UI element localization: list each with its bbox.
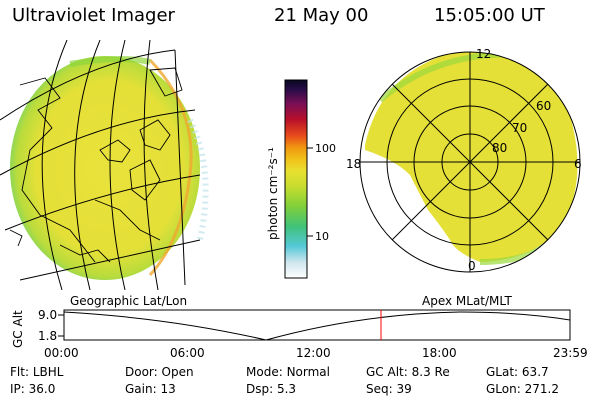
instrument-title: Ultraviolet Imager [12, 5, 175, 26]
timeline-x-0: 00:00 [44, 346, 79, 360]
lat-label-60: 60 [536, 99, 551, 113]
info-flt: Flt: LBHL [10, 365, 64, 379]
colorbar-scale [284, 79, 308, 279]
apex-panel-label: Apex MLat/MLT [422, 294, 512, 308]
geo-panel-label: Geographic Lat/Lon [70, 294, 187, 308]
timeline-x-1: 06:00 [170, 346, 205, 360]
colorbar: 100 10 photon cm⁻²s⁻¹ [266, 79, 336, 279]
timeline-x-4: 23:59 [553, 346, 588, 360]
info-dsp: Dsp: 5.3 [246, 382, 297, 396]
info-seq: Seq: 39 [366, 382, 412, 396]
geo-grid [0, 40, 201, 290]
timeline-x-3: 18:00 [422, 346, 457, 360]
polar-grid [360, 52, 580, 272]
green-band [69, 55, 151, 67]
scatter-edge [187, 118, 209, 241]
auroral-oval-edge [148, 58, 193, 277]
info-glon: GLon: 271.2 [486, 382, 559, 396]
mlt-label-6: 6 [574, 157, 582, 171]
geographic-view [0, 40, 209, 290]
info-gc-alt: GC Alt: 8.3 Re [366, 365, 450, 379]
colorbar-unit: photon cm⁻²s⁻¹ [266, 147, 280, 240]
observation-time: 15:05:00 UT [434, 5, 545, 26]
info-door: Door: Open [125, 365, 194, 379]
lat-label-70: 70 [512, 121, 527, 135]
timeline-y-low: 1.8 [38, 329, 57, 343]
polar-emission [365, 52, 578, 262]
mlt-label-12: 12 [476, 47, 491, 61]
mlt-label-0: 0 [468, 259, 476, 273]
colorbar-tick-low: 10 [315, 230, 329, 243]
altitude-timeline: GC Alt 9.0 1.8 00:00 06:00 12:00 18:00 2… [11, 308, 588, 360]
info-mode: Mode: Normal [246, 365, 330, 379]
mlt-label-18: 18 [346, 157, 361, 171]
polar-view: 12 18 6 0 60 70 80 [346, 47, 582, 273]
info-glat: GLat: 63.7 [486, 365, 549, 379]
timeline-y-high: 9.0 [38, 308, 57, 322]
observation-date: 21 May 00 [274, 5, 369, 26]
timeline-x-2: 12:00 [296, 346, 331, 360]
colorbar-tick-high: 100 [315, 142, 336, 155]
altitude-curve [63, 311, 571, 341]
lat-label-80: 80 [492, 141, 507, 155]
info-ip: IP: 36.0 [10, 382, 56, 396]
info-gain: Gain: 13 [125, 382, 176, 396]
timeline-axis-title: GC Alt [11, 310, 25, 348]
